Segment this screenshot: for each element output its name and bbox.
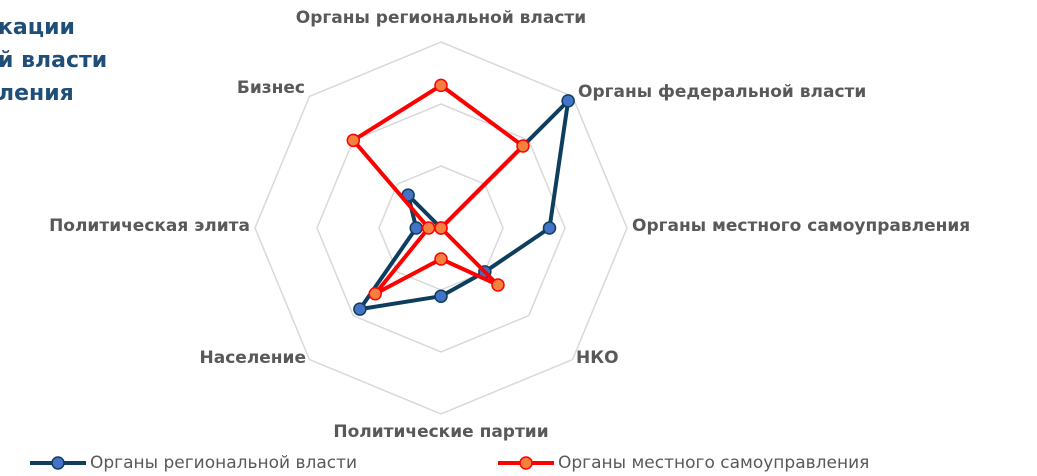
marker <box>516 139 530 153</box>
marker <box>434 221 448 235</box>
title-line: ления <box>0 81 74 106</box>
axis-label: Органы региональной власти <box>296 8 586 28</box>
title-line: кации <box>0 15 75 40</box>
marker <box>491 278 505 292</box>
marker <box>409 221 423 235</box>
marker <box>346 133 361 148</box>
title-line: й власти <box>0 48 107 73</box>
marker <box>421 221 436 235</box>
axis-label: Органы федеральной власти <box>578 82 866 102</box>
marker <box>434 289 448 303</box>
legend-marker <box>519 456 533 470</box>
marker <box>434 78 448 93</box>
legend-label: Органы региональной власти <box>90 453 357 473</box>
axis-label: Политическая элита <box>49 216 250 236</box>
axis-label: НКО <box>576 348 619 368</box>
legend-marker <box>51 456 65 470</box>
axis-label: Население <box>200 348 306 368</box>
marker <box>434 252 448 266</box>
axis-label: Органы местного самоуправления <box>632 216 970 236</box>
marker <box>368 287 382 301</box>
marker <box>353 302 367 316</box>
axis-label: Бизнес <box>237 78 305 98</box>
marker <box>542 221 557 235</box>
grid-ring <box>316 103 566 353</box>
axis-label: Политические партии <box>333 422 548 442</box>
grid-ring <box>254 41 628 415</box>
legend-label: Органы местного самоуправления <box>558 453 869 473</box>
marker <box>561 94 575 108</box>
